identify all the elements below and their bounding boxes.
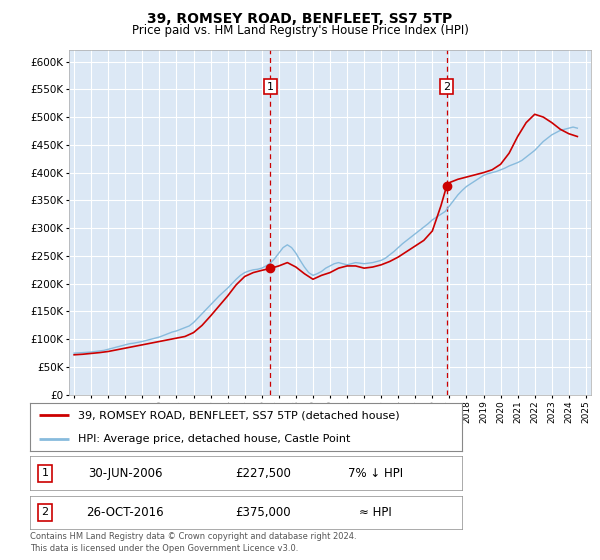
Text: £227,500: £227,500 — [235, 466, 291, 480]
Text: 30-JUN-2006: 30-JUN-2006 — [88, 466, 162, 480]
Text: Price paid vs. HM Land Registry's House Price Index (HPI): Price paid vs. HM Land Registry's House … — [131, 24, 469, 36]
Text: 26-OCT-2016: 26-OCT-2016 — [86, 506, 164, 519]
Text: 1: 1 — [267, 82, 274, 91]
Text: £375,000: £375,000 — [235, 506, 291, 519]
Text: HPI: Average price, detached house, Castle Point: HPI: Average price, detached house, Cast… — [77, 434, 350, 444]
Text: Contains HM Land Registry data © Crown copyright and database right 2024.: Contains HM Land Registry data © Crown c… — [30, 532, 356, 541]
Text: 2: 2 — [443, 82, 450, 91]
Text: 39, ROMSEY ROAD, BENFLEET, SS7 5TP: 39, ROMSEY ROAD, BENFLEET, SS7 5TP — [148, 12, 452, 26]
Text: 7% ↓ HPI: 7% ↓ HPI — [348, 466, 403, 480]
Text: This data is licensed under the Open Government Licence v3.0.: This data is licensed under the Open Gov… — [30, 544, 298, 553]
Text: 1: 1 — [41, 468, 49, 478]
Text: ≈ HPI: ≈ HPI — [359, 506, 392, 519]
Text: 2: 2 — [41, 507, 49, 517]
Text: 39, ROMSEY ROAD, BENFLEET, SS7 5TP (detached house): 39, ROMSEY ROAD, BENFLEET, SS7 5TP (deta… — [77, 410, 399, 420]
